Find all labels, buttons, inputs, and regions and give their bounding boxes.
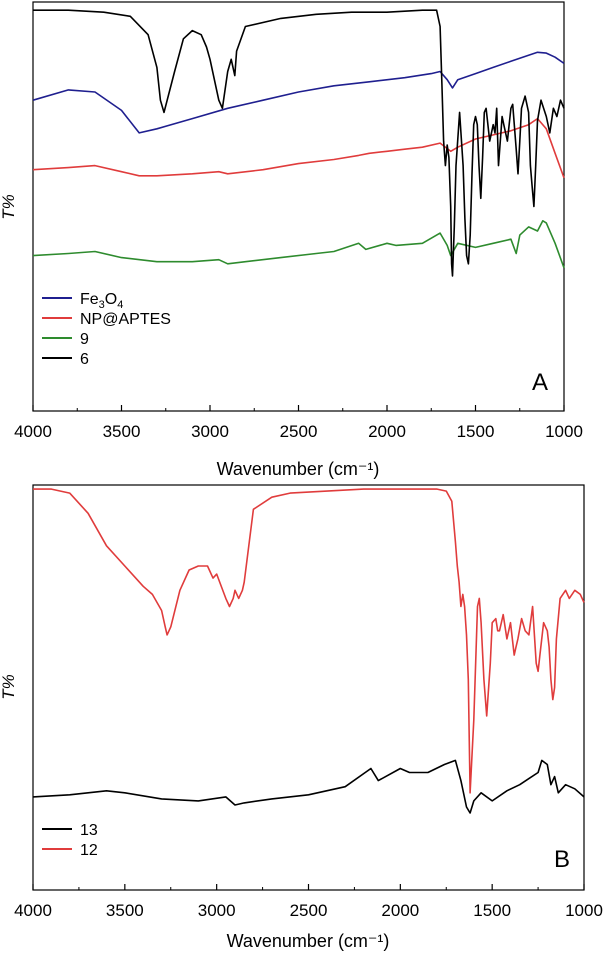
series-line-13: [32, 759, 585, 814]
plot-frame-a: [32, 1, 565, 412]
legend-label: 6: [80, 351, 89, 368]
legend-label: 9: [80, 331, 89, 348]
legend-label: 13: [80, 822, 98, 839]
x-tick-label: 3500: [103, 422, 141, 441]
legend-label: NP@APTES: [80, 311, 171, 328]
x-ticks-a: 4000 3500 3000 2500 2000 1500 1000: [14, 405, 583, 441]
x-tick-label: 4000: [14, 422, 52, 441]
series-line-9: [32, 220, 565, 269]
x-tick-label: 1000: [545, 422, 583, 441]
x-tick-label: 3500: [106, 901, 144, 920]
x-tick-label: 1000: [565, 901, 603, 920]
x-tick-label: 2500: [290, 901, 328, 920]
x-tick-label: 2500: [280, 422, 318, 441]
panel-a: 4000 3500 3000 2500 2000 1500 1000 A T% Wavenu…: [0, 1, 583, 479]
panel-label-a: A: [532, 369, 548, 396]
plot-frame-b: [32, 484, 585, 891]
x-tick-label: 1500: [473, 901, 511, 920]
panel-label-b: B: [554, 846, 570, 873]
x-tick-label: 1500: [457, 422, 495, 441]
y-axis-label-b: T%: [0, 674, 18, 700]
x-tick-label: 4000: [14, 901, 52, 920]
series-line-6: [33, 9, 565, 277]
x-tick-label: 2000: [368, 422, 406, 441]
x-tick-label: 3000: [191, 422, 229, 441]
series-layer-a: [32, 9, 565, 277]
series-layer-b: [32, 488, 585, 814]
series-line-fe3o4: [32, 51, 565, 134]
panel-b: 4000 3500 3000 2500 2000 1500 1000 B T% Wavenu…: [0, 484, 603, 951]
y-axis-label-a: T%: [0, 194, 18, 220]
x-axis-label-b: Wavenumber (cm⁻¹): [227, 931, 390, 951]
legend-label: 12: [80, 842, 98, 859]
x-tick-label: 3000: [198, 901, 236, 920]
series-line-12: [33, 488, 585, 794]
x-tick-label: 2000: [381, 901, 419, 920]
x-ticks-b: 4000 3500 3000 2500 2000 1500 1000: [14, 884, 603, 920]
legend-label: Fe3O4: [80, 291, 123, 311]
x-axis-label-a: Wavenumber (cm⁻¹): [217, 459, 380, 479]
